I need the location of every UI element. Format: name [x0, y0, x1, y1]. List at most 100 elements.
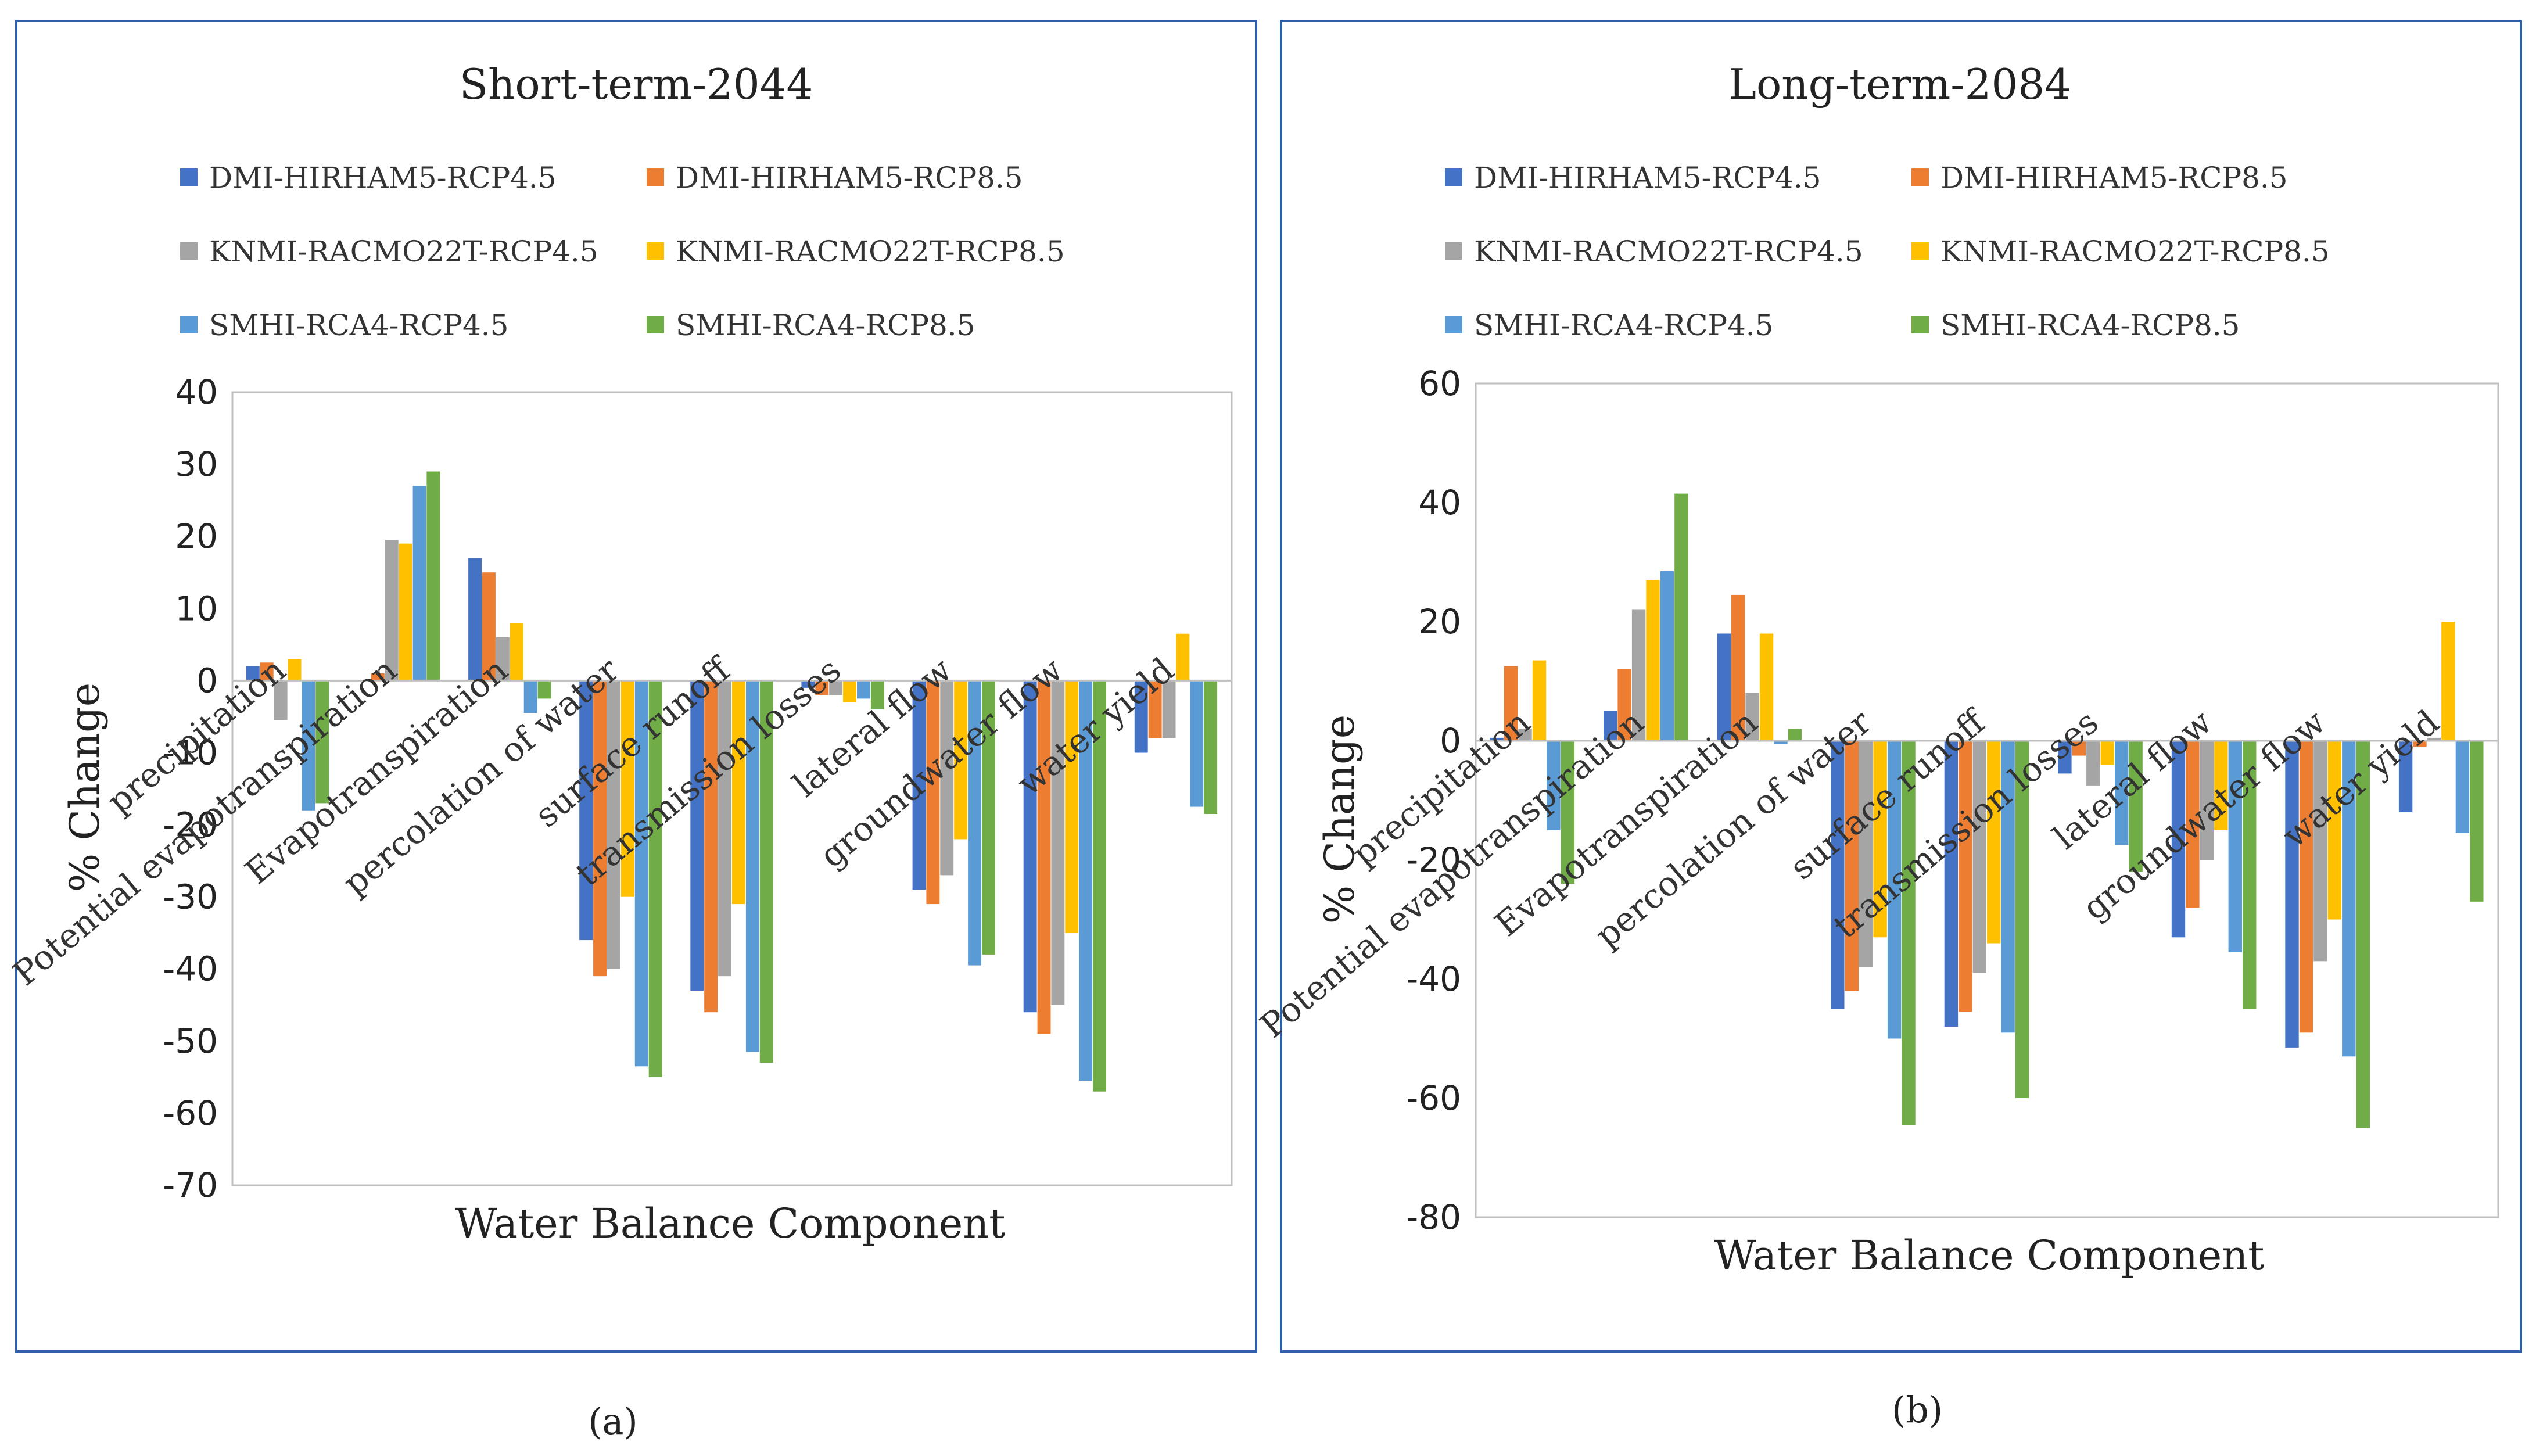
- panel-b-bar-s0-c1: [1604, 711, 1617, 741]
- panel-a-y-tick-label-9: -50: [163, 1021, 218, 1061]
- panel-b-y-tick-label-0: 60: [1418, 364, 1461, 403]
- panel-b-y-tick-label-7: -80: [1406, 1197, 1461, 1237]
- legend-swatch: [1911, 316, 1929, 333]
- panel-b-bar-s1-c6: [2186, 741, 2200, 908]
- panel-a-bar-s5-c8: [1204, 680, 1218, 814]
- panel-b-bar-s3-c7: [2327, 741, 2342, 920]
- legend-swatch: [1911, 242, 1929, 260]
- panel-b-bar-s0-c0: [1490, 737, 1504, 741]
- panel-a-bar-s1-c2: [482, 572, 496, 681]
- panel-b-bar-s2-c6: [2200, 741, 2214, 860]
- panel-a-bar-s5-c2: [537, 680, 551, 699]
- panel-b-bar-s4-c3: [1887, 741, 1902, 1039]
- panel-a-legend-item-3: KNMI-RACMO22T-RCP8.5: [647, 235, 1065, 268]
- panel-a-y-tick-label-1: 30: [175, 444, 218, 484]
- panel-a-bar-s2-c6: [940, 680, 954, 876]
- panel-a-bar-s2-c4: [718, 680, 731, 977]
- panel-b-legend-item-5: SMHI-RCA4-RCP8.5: [1911, 309, 2240, 342]
- panel-a-y-tick-label-4: 0: [196, 661, 218, 700]
- panel-a-bar-s4-c4: [745, 680, 759, 1052]
- panel-a-bar-s5-c7: [1093, 680, 1106, 1092]
- panel-b-bar-s5-c6: [2243, 741, 2257, 1009]
- panel-a-legend: DMI-HIRHAM5-RCP4.5 DMI-HIRHAM5-RCP8.5 KN…: [180, 161, 1065, 342]
- legend-label: SMHI-RCA4-RCP4.5: [209, 309, 508, 342]
- panel-a-legend-item-5: SMHI-RCA4-RCP8.5: [647, 309, 975, 342]
- panel-a-bar-s1-c8: [1148, 680, 1162, 738]
- panel-a-bar-s3-c7: [1065, 680, 1079, 933]
- panel-a-y-axis-title: % Change: [61, 683, 109, 892]
- panel-b-bar-s2-c8: [2427, 737, 2441, 741]
- panel-a-bar-s0-c3: [579, 680, 593, 941]
- panel-a-bar-s3-c1: [399, 543, 412, 681]
- panel-b-legend: DMI-HIRHAM5-RCP4.5 DMI-HIRHAM5-RCP8.5 KN…: [1445, 161, 2330, 342]
- panel-a-bar-s3-c5: [843, 680, 856, 702]
- panel-a-bar-s0-c2: [468, 558, 482, 681]
- panel-a-bar-s2-c0: [274, 680, 288, 720]
- panel-a-x-axis-title: Water Balance Component: [455, 1200, 1006, 1247]
- panel-a-legend-item-2: KNMI-RACMO22T-RCP4.5: [180, 235, 598, 268]
- panel-a-plot-frame: [231, 391, 1233, 1186]
- panel-b-bar-s1-c7: [2299, 741, 2313, 1033]
- legend-swatch: [647, 316, 664, 333]
- panel-b-bar-s5-c3: [1902, 741, 1916, 1125]
- panel-b-bar-s3-c5: [2100, 741, 2114, 765]
- legend-label: SMHI-RCA4-RCP4.5: [1474, 309, 1773, 342]
- panel-b-bar-s2-c5: [2086, 741, 2100, 786]
- panel-a-bar-s3-c2: [510, 623, 523, 681]
- panel-b-bar-s1-c4: [1959, 741, 1972, 1012]
- panel-a-bar-s5-c1: [426, 471, 440, 681]
- panel-a-bar-s0-c4: [690, 680, 704, 991]
- legend-swatch: [180, 316, 198, 333]
- panel-a-bar-s4-c2: [523, 680, 537, 713]
- panel-b-bar-s1-c5: [2072, 741, 2086, 756]
- panel-b-bar-s4-c7: [2342, 741, 2356, 1057]
- panel-a-legend-item-1: DMI-HIRHAM5-RCP8.5: [647, 161, 1023, 195]
- panel-b-bar-s4-c4: [2001, 741, 2015, 1033]
- panel-a-bar-s0-c5: [801, 680, 815, 688]
- panel-a-bar-s2-c1: [385, 540, 399, 681]
- legend-swatch: [1911, 168, 1929, 186]
- panel-b-legend-item-4: SMHI-RCA4-RCP4.5: [1445, 309, 1773, 342]
- legend-label: KNMI-RACMO22T-RCP4.5: [209, 235, 598, 268]
- panel-a-bar-s4-c0: [302, 680, 315, 811]
- panel-b-caption: (b): [1892, 1389, 1943, 1431]
- panel-b-bar-s5-c5: [2129, 741, 2143, 872]
- panel-a-bar-s5-c4: [759, 680, 773, 1063]
- panel-a-y-tick-label-3: 10: [175, 589, 218, 628]
- panel-a-bar-s2-c2: [496, 637, 510, 681]
- panel-b-legend-item-3: KNMI-RACMO22T-RCP8.5: [1911, 235, 2330, 268]
- panel-a-bar-s4-c3: [634, 680, 648, 1067]
- panel-a-caption: (a): [588, 1400, 637, 1443]
- panel-b-bar-s3-c6: [2214, 741, 2228, 830]
- legend-swatch: [1445, 168, 1462, 186]
- panel-a-y-tick-label-8: -40: [163, 949, 218, 989]
- panel-a-title: Short-term-2044: [460, 60, 813, 109]
- panel-b-bar-s0-c8: [2398, 741, 2413, 812]
- panel-a-bar-s1-c4: [704, 680, 718, 1013]
- panel-b-bar-s1-c8: [2413, 741, 2427, 747]
- panel-a-bar-s3-c3: [620, 680, 634, 897]
- legend-label: KNMI-RACMO22T-RCP8.5: [676, 235, 1065, 268]
- panel-a-bar-s3-c0: [288, 659, 302, 681]
- panel-a-bar-s2-c5: [829, 680, 843, 695]
- panel-a-bar-s2-c7: [1051, 680, 1065, 1005]
- panel-b-bar-s5-c4: [2015, 741, 2029, 1098]
- legend-label: SMHI-RCA4-RCP8.5: [676, 309, 975, 342]
- legend-swatch: [1445, 242, 1462, 260]
- panel-b-bar-s4-c8: [2455, 741, 2470, 833]
- panel-a-bar-s3-c6: [954, 680, 968, 840]
- panel-b-bar-s3-c4: [1987, 741, 2001, 944]
- panel-a: Short-term-2044 DMI-HIRHAM5-RCP4.5 DMI-H…: [6, 20, 1257, 1353]
- legend-label: SMHI-RCA4-RCP8.5: [1940, 309, 2240, 342]
- panel-b-bar-s5-c0: [1561, 741, 1575, 884]
- panel-b-y-tick-label-6: -60: [1406, 1078, 1461, 1118]
- panel-b-bar-s2-c2: [1745, 693, 1759, 741]
- panel-b-bar-s4-c5: [2115, 741, 2129, 845]
- panel-a-bar-s5-c0: [315, 680, 329, 804]
- panel-b-bar-s2-c1: [1631, 609, 1646, 741]
- panel-a-bar-s0-c7: [1023, 680, 1037, 1013]
- panel-b-plot-frame: [1475, 382, 2499, 1218]
- panel-a-y-tick-label-5: -10: [163, 733, 218, 772]
- panel-b-bar-s3-c3: [1873, 741, 1887, 938]
